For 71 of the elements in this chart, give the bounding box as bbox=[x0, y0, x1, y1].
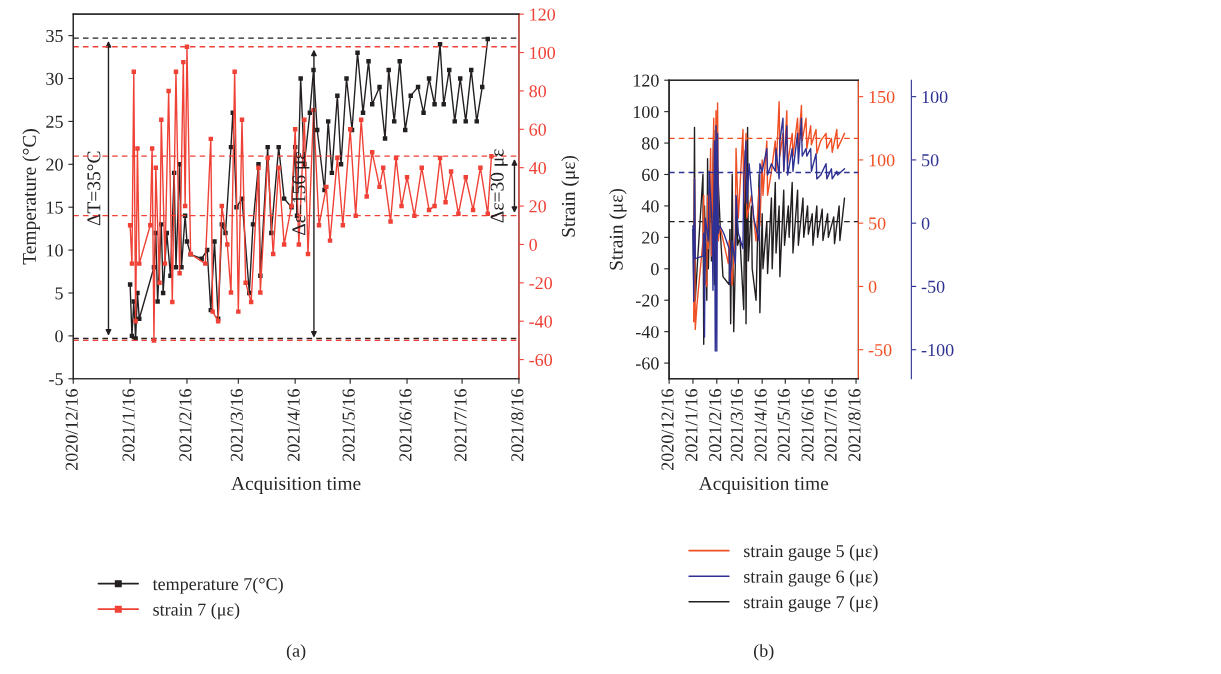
y2-tick-label: -50 bbox=[868, 343, 892, 357]
x-tick-label: 2021/5/16 bbox=[342, 389, 355, 461]
x-tick-label: 2021/2/16 bbox=[709, 389, 722, 461]
legend-label: strain gauge 5 (με) bbox=[744, 544, 878, 561]
y-tick-label: 120 bbox=[633, 74, 659, 87]
y-tick-label: 20 bbox=[642, 231, 659, 244]
y-tick-label: 20 bbox=[46, 158, 63, 171]
legend-label: strain gauge 7 (με) bbox=[744, 595, 878, 612]
y-tick-label: 5 bbox=[55, 287, 63, 300]
y-tick-label: 10 bbox=[47, 244, 63, 257]
x-tick-label: 2021/7/16 bbox=[454, 389, 467, 461]
x-tick-label: 2021/4/16 bbox=[287, 389, 300, 461]
y-tick-label: -5 bbox=[49, 373, 63, 386]
annotation: ΔT=35°C bbox=[87, 151, 101, 226]
x-tick-label: 2020/12/16 bbox=[661, 389, 674, 470]
x-tick-label: 2021/3/16 bbox=[730, 389, 743, 461]
y-tick-label: 0 bbox=[651, 263, 659, 276]
y2-tick-label: 50 bbox=[869, 217, 886, 230]
y-tick-label: 0 bbox=[55, 330, 63, 343]
y2-tick-label: 100 bbox=[869, 154, 895, 167]
y-tick-label: 60 bbox=[642, 168, 659, 181]
y2-tick-label: 80 bbox=[529, 85, 547, 98]
y2-tick-label: -20 bbox=[529, 277, 553, 290]
y-tick-label: -60 bbox=[635, 357, 659, 370]
y3-tick-label: -50 bbox=[921, 280, 945, 293]
y2-tick-label: 0 bbox=[868, 280, 877, 293]
legend-label: strain 7 (με) bbox=[153, 602, 240, 620]
y2-tick-label: 0 bbox=[529, 238, 537, 251]
y2-tick-label: 60 bbox=[529, 123, 547, 136]
y3-tick-label: 50 bbox=[922, 154, 939, 167]
y-axis-title: Temperature (°C) bbox=[22, 129, 40, 265]
x-tick-label: 2021/7/16 bbox=[824, 389, 837, 461]
annotation: Δε=30 με bbox=[490, 149, 508, 223]
y2-tick-label: 40 bbox=[529, 161, 547, 175]
y2-tick-label: 100 bbox=[530, 46, 556, 59]
y-tick-label: 35 bbox=[46, 29, 63, 43]
y-tick-label: 40 bbox=[641, 200, 659, 213]
y2-tick-label: 120 bbox=[530, 8, 556, 21]
x-axis-title: Acquisition time bbox=[698, 476, 829, 494]
legend-label: temperature 7(°C) bbox=[152, 577, 283, 594]
y2-tick-label: -40 bbox=[529, 315, 553, 328]
y2-tick-label: 20 bbox=[529, 200, 547, 213]
y-tick-label: 30 bbox=[46, 72, 63, 85]
x-tick-label: 2021/6/16 bbox=[801, 389, 814, 461]
x-tick-label: 2021/8/16 bbox=[511, 389, 524, 461]
x-tick-label: 2021/5/16 bbox=[777, 389, 790, 461]
y-tick-label: -20 bbox=[635, 294, 659, 307]
x-tick-label: 2021/2/16 bbox=[179, 389, 192, 461]
y2-tick-label: -60 bbox=[529, 353, 553, 367]
y2-tick-label: 150 bbox=[869, 90, 895, 104]
y-tick-label: -40 bbox=[635, 325, 659, 339]
x-tick-label: 2021/8/16 bbox=[848, 389, 861, 461]
x-tick-label: 2021/1/16 bbox=[122, 389, 135, 461]
y-axis-title: Strain (με) bbox=[609, 188, 627, 270]
text: (b) bbox=[754, 644, 774, 661]
x-tick-label: 2021/3/16 bbox=[230, 389, 243, 461]
legend-label: strain gauge 6 (με) bbox=[744, 570, 878, 587]
text: (a) bbox=[286, 644, 306, 661]
y3-tick-label: 0 bbox=[921, 217, 930, 230]
x-axis-title: Acquisition time bbox=[231, 476, 361, 494]
y3-tick-label: -100 bbox=[921, 343, 954, 357]
y-tick-label: 80 bbox=[642, 137, 659, 150]
x-tick-label: 2021/4/16 bbox=[754, 389, 767, 461]
x-tick-label: 2020/12/16 bbox=[65, 389, 78, 470]
y-tick-label: 100 bbox=[633, 105, 659, 119]
y-tick-label: 25 bbox=[46, 115, 63, 128]
y-tick-label: 15 bbox=[47, 201, 63, 214]
y2-axis-title: Strain (με) bbox=[561, 155, 579, 237]
y3-tick-label: 100 bbox=[922, 90, 948, 104]
x-tick-label: 2021/1/16 bbox=[685, 389, 698, 461]
x-tick-label: 2021/6/16 bbox=[399, 389, 412, 461]
